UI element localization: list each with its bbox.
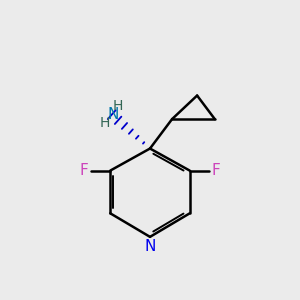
Text: N: N [107,107,119,122]
Text: N: N [144,239,156,254]
Text: F: F [80,163,88,178]
Text: F: F [212,163,220,178]
Text: H: H [100,116,110,130]
Text: H: H [113,99,123,113]
